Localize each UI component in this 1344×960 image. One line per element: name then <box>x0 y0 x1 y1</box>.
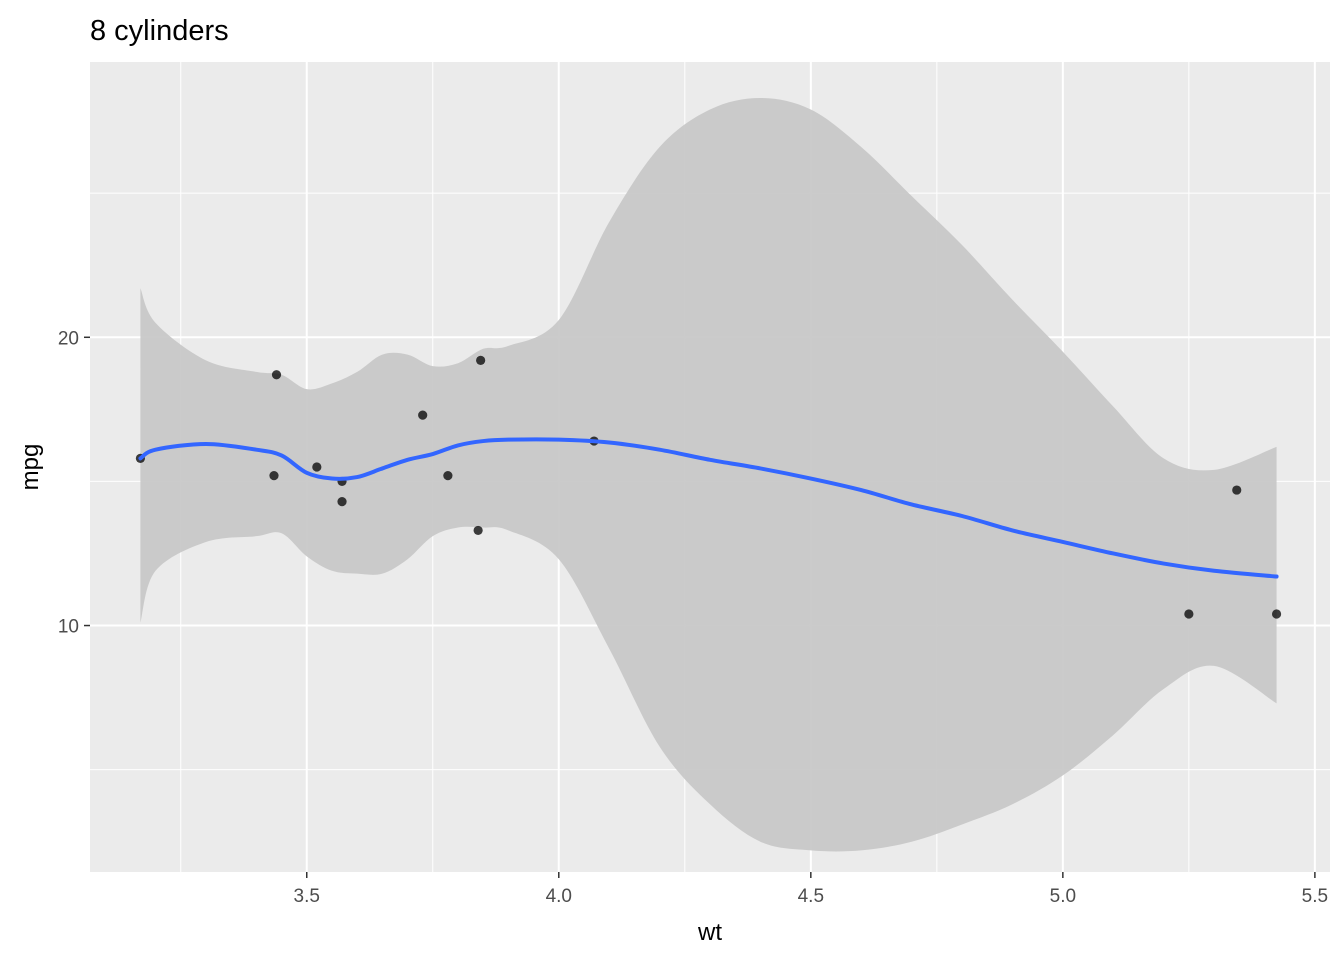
y-axis-ticks: 10 20 <box>58 328 90 638</box>
y-axis-title: mpg <box>17 444 44 491</box>
data-point <box>443 471 453 481</box>
x-tick-label: 4.5 <box>798 886 824 907</box>
data-point <box>1184 609 1194 619</box>
x-axis-ticks: 3.5 4.0 4.5 5.0 5.5 <box>294 872 1328 907</box>
data-point <box>271 370 282 380</box>
y-tick-label: 20 <box>58 328 79 349</box>
data-point <box>476 355 486 365</box>
data-point <box>269 471 279 481</box>
y-tick-label: 10 <box>58 617 79 638</box>
x-axis-title: wt <box>697 919 722 946</box>
data-point <box>337 496 347 507</box>
chart-title: 8 cylinders <box>90 15 229 47</box>
x-tick-label: 5.5 <box>1302 886 1328 907</box>
confidence-band <box>140 98 1277 852</box>
x-tick-label: 3.5 <box>294 886 320 907</box>
data-point <box>312 462 322 472</box>
data-point <box>1232 485 1242 495</box>
data-point <box>473 525 483 536</box>
data-point <box>418 410 428 420</box>
smooth-line <box>138 437 1279 579</box>
data-point <box>1271 609 1282 619</box>
x-tick-label: 5.0 <box>1050 886 1076 907</box>
x-tick-label: 4.0 <box>546 886 572 907</box>
data-points <box>135 355 1282 619</box>
